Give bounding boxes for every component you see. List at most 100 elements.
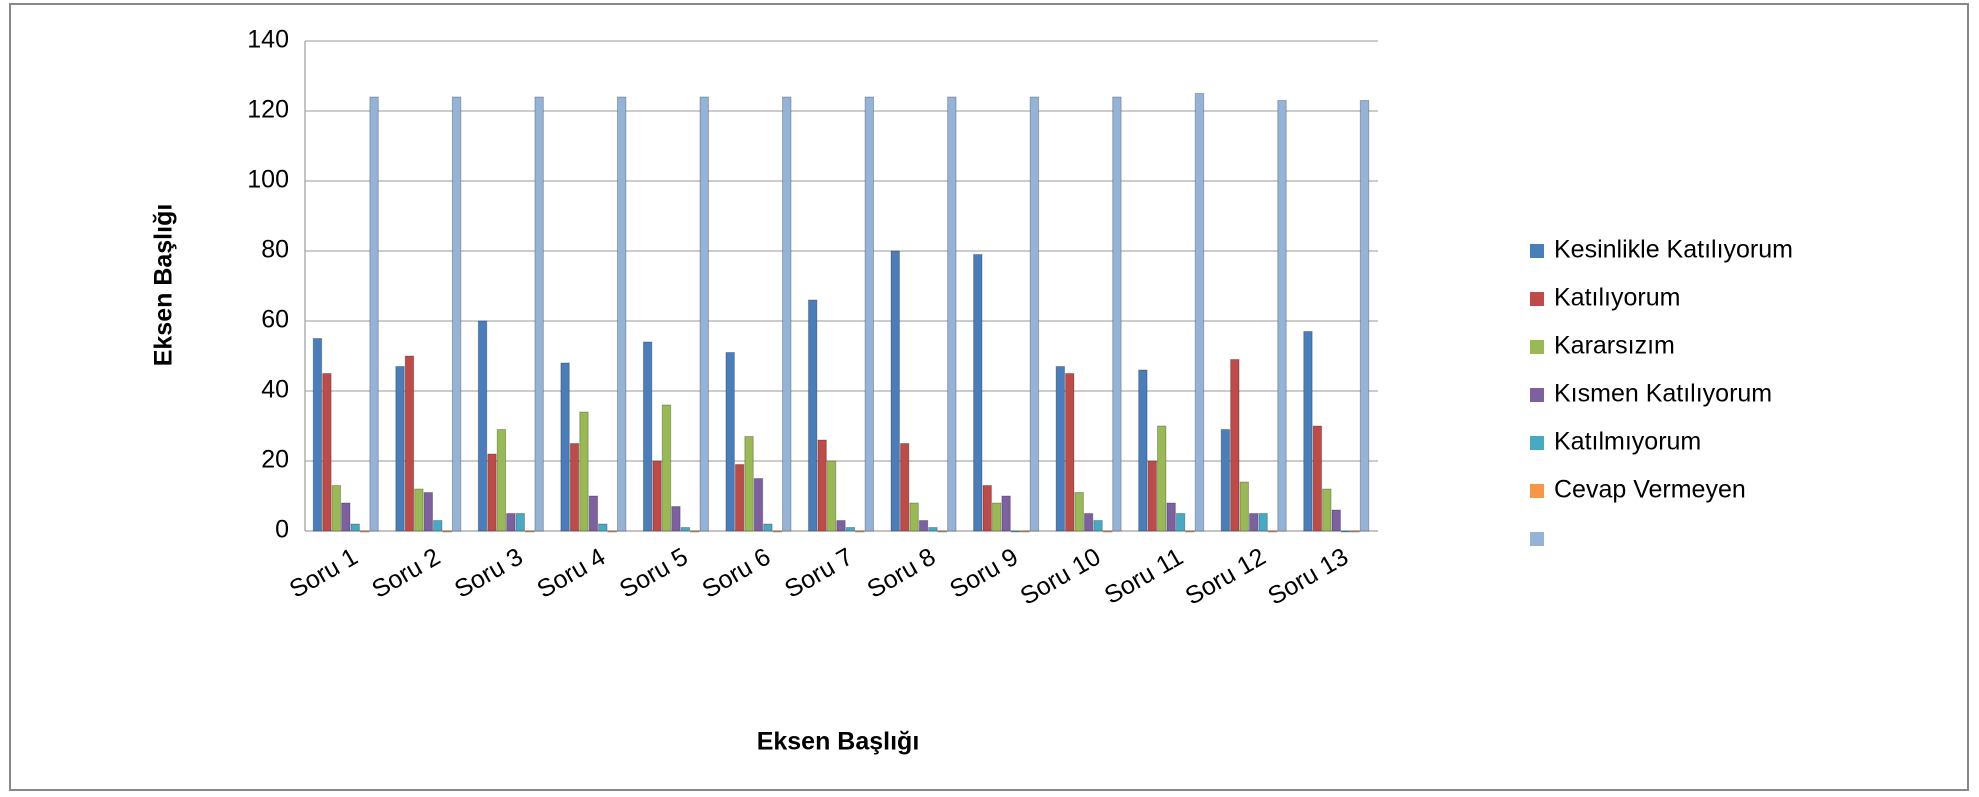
bar — [937, 530, 948, 533]
bar — [341, 502, 351, 532]
bar — [890, 250, 900, 532]
bar — [1359, 100, 1370, 532]
legend-swatch — [1530, 388, 1544, 402]
bar — [1020, 530, 1030, 533]
bar — [680, 527, 691, 532]
bar — [973, 254, 983, 532]
bar — [864, 96, 875, 532]
bar — [763, 523, 773, 532]
bar — [1055, 366, 1066, 532]
legend-swatch — [1530, 340, 1544, 354]
bar — [807, 299, 818, 532]
bar — [671, 506, 681, 532]
bar — [1230, 359, 1240, 532]
x-axis-title: Eksen Başlığı — [757, 728, 920, 756]
bar — [506, 513, 516, 532]
bar — [312, 338, 323, 532]
bar — [395, 366, 405, 532]
bar — [359, 530, 370, 533]
bar — [1010, 530, 1021, 533]
bar — [433, 520, 443, 532]
legend-label: Kararsızım — [1554, 332, 1675, 360]
bar — [855, 530, 865, 533]
y-tick-label: 20 — [261, 446, 289, 474]
legend-swatch — [1530, 436, 1544, 450]
legend-label: Kesinlikle Katılıyorum — [1554, 236, 1793, 264]
bar — [1029, 96, 1040, 532]
chart-frame — [9, 3, 1969, 791]
bar — [322, 373, 332, 532]
bar — [369, 96, 379, 532]
bar — [1166, 502, 1176, 532]
bar — [982, 485, 992, 532]
bar — [414, 488, 424, 532]
bar — [331, 485, 342, 532]
legend-swatch — [1530, 532, 1544, 546]
bar — [1340, 530, 1351, 533]
bar — [487, 453, 497, 532]
y-tick-label: 80 — [261, 236, 289, 264]
y-axis-title: Eksen Başlığı — [150, 204, 178, 367]
legend-swatch — [1530, 292, 1544, 306]
bar — [1112, 96, 1122, 532]
bar — [598, 523, 608, 532]
bar — [661, 404, 672, 532]
bar — [699, 96, 709, 532]
bar — [1074, 492, 1084, 532]
bar — [1102, 530, 1113, 533]
bar — [1350, 530, 1360, 533]
bar — [928, 527, 938, 532]
bar — [579, 411, 589, 532]
bar — [1239, 481, 1249, 532]
bar — [1277, 100, 1287, 532]
bar — [1303, 331, 1313, 532]
bar — [744, 436, 754, 532]
bar — [588, 495, 599, 532]
bar — [560, 362, 570, 532]
bar — [690, 530, 700, 533]
bar — [1220, 429, 1231, 532]
bar — [1083, 513, 1094, 532]
bar — [782, 96, 792, 532]
bar — [616, 96, 627, 532]
bar — [753, 478, 764, 532]
bar — [524, 530, 535, 533]
bar — [1248, 513, 1259, 532]
bar — [1267, 530, 1278, 533]
bar — [899, 443, 910, 532]
bar — [918, 520, 929, 532]
y-tick-label: 140 — [247, 26, 289, 54]
y-tick-label: 0 — [275, 516, 289, 544]
y-tick-label: 100 — [247, 166, 289, 194]
bar — [404, 355, 415, 532]
bar — [1001, 495, 1011, 532]
legend-label: Kısmen Katılıyorum — [1554, 380, 1772, 408]
bar — [451, 96, 462, 532]
bar — [1185, 530, 1195, 533]
bar — [423, 492, 434, 532]
bar — [350, 523, 360, 532]
bar — [607, 530, 617, 533]
legend-label: Cevap Vermeyen — [1554, 476, 1746, 504]
legend-label: Katılıyorum — [1554, 284, 1680, 312]
bar — [817, 439, 827, 532]
bar — [772, 530, 783, 533]
bar — [652, 460, 662, 532]
bar — [1147, 460, 1158, 532]
legend-swatch — [1530, 484, 1544, 498]
bar — [534, 96, 544, 532]
bar — [991, 502, 1002, 532]
bar — [515, 513, 525, 532]
bar — [1175, 513, 1186, 532]
bar — [1138, 369, 1148, 532]
bar — [826, 460, 837, 532]
bar — [1258, 513, 1268, 532]
bar — [836, 520, 846, 532]
bar — [909, 502, 919, 532]
bar — [1157, 425, 1167, 532]
bar — [569, 443, 580, 532]
bar — [1322, 488, 1332, 532]
bar — [947, 96, 957, 532]
bar — [1331, 509, 1341, 532]
